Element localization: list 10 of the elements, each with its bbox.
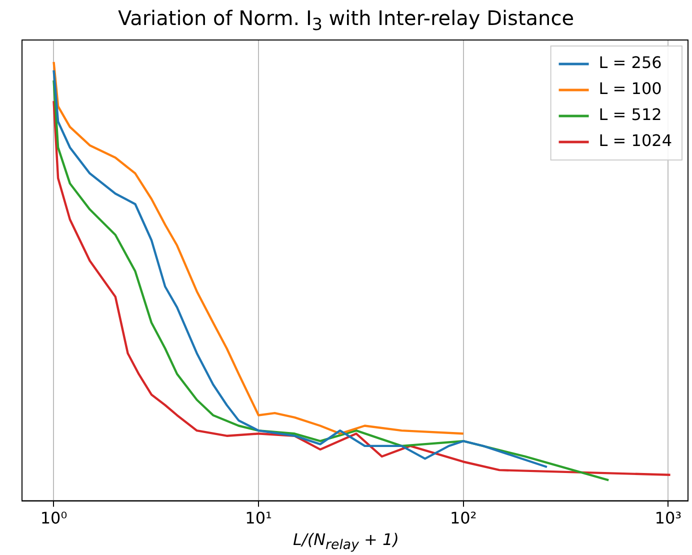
- chart-title: Variation of Norm. I$_{3}$ with Inter-relay Distance: [116, 6, 576, 34]
- x-tick-label: 10⁰: [40, 508, 68, 528]
- x-tick-label: 10¹: [245, 508, 272, 528]
- legend-label: L = 256: [598, 53, 662, 72]
- legend-label: L = 100: [598, 79, 662, 98]
- x-axis-title: L/(N$_{relay}$ + 1): [292, 530, 400, 554]
- x-tick-label: 10³: [654, 508, 682, 528]
- legend-label: L = 1024: [598, 131, 672, 150]
- legend-label: L = 512: [598, 105, 662, 124]
- x-tick-label: 10²: [450, 508, 477, 528]
